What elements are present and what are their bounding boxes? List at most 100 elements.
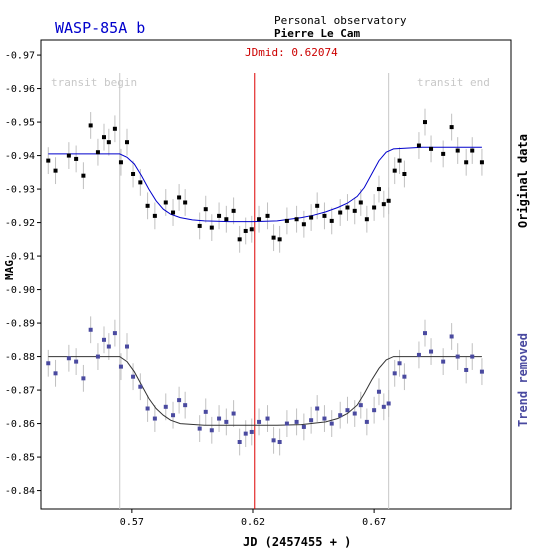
data-point-original <box>106 140 111 145</box>
data-point-trend-removed <box>217 416 222 421</box>
data-point-trend-removed <box>455 354 460 359</box>
data-point-trend-removed <box>284 421 289 426</box>
data-point-trend-removed <box>237 440 242 444</box>
data-point-trend-removed <box>352 411 357 416</box>
data-point-trend-removed <box>392 371 397 376</box>
data-point-original <box>315 203 320 208</box>
data-point-original <box>66 153 71 158</box>
data-point-trend-removed <box>101 337 106 342</box>
data-point-trend-removed <box>183 403 188 408</box>
model-curve-trend-removed <box>48 356 482 426</box>
transit-begin-label: transit begin <box>51 76 137 89</box>
y-tick-label: -0.96 <box>5 84 35 95</box>
data-point-original <box>271 235 276 240</box>
data-point-original <box>345 205 350 210</box>
data-point-trend-removed <box>209 428 214 433</box>
data-point-original <box>322 213 327 218</box>
data-point-original <box>309 215 314 220</box>
data-point-original <box>118 160 123 165</box>
data-point-trend-removed <box>46 361 51 366</box>
data-point-original <box>376 187 381 192</box>
series-label-trend-removed: Trend removed <box>516 333 530 427</box>
data-point-original <box>95 150 100 155</box>
data-point-original <box>197 223 202 228</box>
data-point-trend-removed <box>329 421 334 426</box>
data-point-trend-removed <box>364 419 369 424</box>
plot-frame <box>40 39 512 510</box>
data-point-original <box>131 172 136 176</box>
data-point-original <box>145 203 150 208</box>
data-point-original <box>416 143 421 148</box>
data-point-trend-removed <box>402 374 407 379</box>
data-point-trend-removed <box>118 364 123 369</box>
y-tick-label: -0.93 <box>5 185 35 196</box>
data-point-trend-removed <box>265 416 270 421</box>
data-point-original <box>177 195 182 200</box>
data-point-original <box>329 218 334 223</box>
data-point-trend-removed <box>231 411 236 416</box>
y-tick-label: -0.91 <box>5 252 35 263</box>
data-point-original <box>358 200 363 205</box>
data-point-trend-removed <box>372 408 377 413</box>
data-point-trend-removed <box>315 406 320 411</box>
data-point-original <box>397 158 402 163</box>
x-tick-label: 0.62 <box>241 517 265 528</box>
x-tick-label: 0.57 <box>120 517 144 528</box>
data-point-trend-removed <box>152 416 157 421</box>
data-point-original <box>386 198 391 203</box>
y-tick-label: -0.95 <box>5 118 35 129</box>
data-point-trend-removed <box>422 331 427 336</box>
data-point-original <box>402 172 407 176</box>
data-point-trend-removed <box>397 361 402 366</box>
data-point-trend-removed <box>301 424 306 429</box>
data-point-trend-removed <box>197 426 202 431</box>
data-point-original <box>338 210 343 215</box>
jdmid-label: JDmid: 0.62074 <box>245 46 338 59</box>
data-point-original <box>138 180 143 185</box>
data-point-original <box>464 160 469 165</box>
data-point-original <box>217 213 222 218</box>
data-point-original <box>381 202 386 207</box>
data-point-trend-removed <box>249 429 254 434</box>
data-point-original <box>237 237 242 242</box>
data-point-trend-removed <box>309 418 314 423</box>
chart-title: WASP-85A b <box>55 19 145 37</box>
data-point-original <box>352 208 357 213</box>
data-point-trend-removed <box>257 419 262 424</box>
y-tick-label: -0.86 <box>5 419 35 430</box>
data-point-original <box>203 207 208 212</box>
data-point-original <box>294 217 299 222</box>
data-point-original <box>171 210 176 215</box>
model-curve-original <box>48 146 482 223</box>
data-point-original <box>257 217 262 222</box>
data-point-original <box>455 148 460 153</box>
data-point-trend-removed <box>376 389 381 394</box>
data-point-original <box>183 200 188 205</box>
x-tick-label: 0.67 <box>362 517 386 528</box>
observer-name: Pierre Le Cam <box>274 27 360 40</box>
y-tick-label: -0.85 <box>5 453 35 464</box>
data-point-original <box>152 213 157 218</box>
data-point-trend-removed <box>294 419 299 424</box>
data-point-trend-removed <box>322 416 327 421</box>
data-point-original <box>224 217 229 222</box>
data-point-original <box>209 225 214 230</box>
data-point-original <box>441 151 446 156</box>
data-point-original <box>372 205 377 210</box>
observer-label: Personal observatory <box>274 14 407 27</box>
data-point-trend-removed <box>88 327 93 332</box>
data-point-trend-removed <box>416 352 421 357</box>
data-point-original <box>53 168 58 173</box>
data-point-original <box>125 140 130 145</box>
series-label-original: Original data <box>516 134 530 228</box>
data-point-original <box>163 200 168 205</box>
data-point-trend-removed <box>464 367 469 372</box>
data-point-trend-removed <box>74 359 79 364</box>
data-point-trend-removed <box>66 356 71 361</box>
data-point-trend-removed <box>243 431 248 436</box>
transit-end-label: transit end <box>417 76 490 89</box>
y-axis-label: MAG <box>3 260 16 280</box>
data-point-trend-removed <box>203 409 208 414</box>
data-point-trend-removed <box>163 404 168 409</box>
